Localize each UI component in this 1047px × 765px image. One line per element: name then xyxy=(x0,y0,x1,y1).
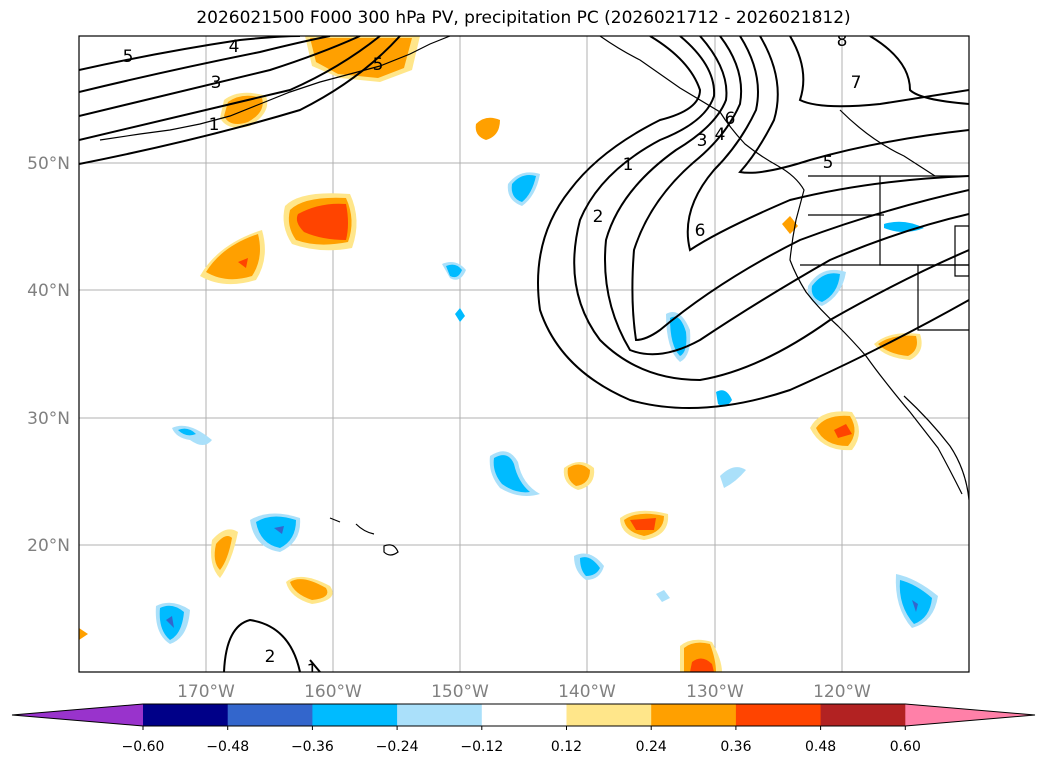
contour-label: 8 xyxy=(837,31,848,51)
precip-blob xyxy=(563,462,595,490)
precip-blob xyxy=(446,264,462,278)
colorbar-segment xyxy=(820,704,906,726)
y-tick-label: 20°N xyxy=(27,536,70,556)
precip-blob xyxy=(716,390,732,407)
precip-blob xyxy=(507,172,540,206)
map-panel: 5 4 3 1 1 2 6 3 4 5 6 7 8 5 2 1 xyxy=(79,31,969,681)
colorbar-tick-label: −0.60 xyxy=(122,739,165,755)
x-tick-label: 170°W xyxy=(177,682,235,702)
contour-label: 7 xyxy=(851,73,862,93)
colorbar-tick-label: −0.48 xyxy=(206,739,249,755)
colorbar-tick-label: 0.12 xyxy=(551,739,582,755)
precip-blob xyxy=(680,639,722,672)
colorbar-tick-label: −0.24 xyxy=(376,739,419,755)
precip-positive xyxy=(79,36,922,672)
x-tick-label: 120°W xyxy=(813,682,871,702)
x-tick-label: 130°W xyxy=(686,682,744,702)
precip-blob xyxy=(475,117,500,140)
precip-blob xyxy=(455,308,465,322)
precip-blob xyxy=(79,628,88,640)
y-tick-label: 30°N xyxy=(27,409,70,429)
colorbar-segment xyxy=(397,704,483,726)
contour-label: 3 xyxy=(211,73,222,93)
precip-blob xyxy=(574,553,604,580)
contour-label: 2 xyxy=(265,647,276,667)
contour-label: 3 xyxy=(697,131,708,151)
precip-blob xyxy=(720,467,746,488)
precip-blob xyxy=(810,411,859,451)
contour-label: 6 xyxy=(695,221,706,241)
colorbar-tick-label: 0.60 xyxy=(890,739,921,755)
contour-label: 5 xyxy=(373,55,384,75)
x-axis-ticks: 170°W 160°W 150°W 140°W 130°W 120°W xyxy=(177,682,871,702)
map-frame xyxy=(78,35,970,673)
precip-blob xyxy=(286,576,333,604)
precip-blob xyxy=(895,574,938,628)
pv-contours xyxy=(79,36,969,672)
contour-label: 1 xyxy=(623,155,634,175)
contour-label: 1 xyxy=(307,661,318,681)
colorbar-tick-label: 0.24 xyxy=(636,739,667,755)
contour-label: 2 xyxy=(593,207,604,227)
y-tick-label: 50°N xyxy=(27,154,70,174)
colorbar-tick-label: 0.48 xyxy=(805,739,836,755)
precip-blob xyxy=(807,269,846,306)
contour-label: 6 xyxy=(725,109,736,129)
precip-blob xyxy=(666,312,691,362)
contour-label: 4 xyxy=(229,37,240,57)
precip-blob xyxy=(656,590,670,602)
colorbar-tick-label: 0.36 xyxy=(720,739,751,755)
colorbar-segment xyxy=(143,704,229,726)
precip-blob xyxy=(489,451,540,496)
precip-blob xyxy=(283,193,357,251)
colorbar: −0.60 −0.48 −0.36 −0.24 −0.12 0.12 0.24 0.36 0.4… xyxy=(11,703,1036,755)
colorbar-extend-low xyxy=(12,704,143,726)
x-tick-label: 150°W xyxy=(431,682,489,702)
precip-blob xyxy=(211,529,238,578)
contour-label: 5 xyxy=(823,153,834,173)
colorbar-segment xyxy=(566,704,652,726)
coastlines xyxy=(99,36,969,556)
precip-blob xyxy=(250,513,301,552)
colorbar-segment xyxy=(481,704,567,726)
colorbar-extend-high xyxy=(905,704,1035,726)
precip-blob xyxy=(155,602,190,644)
y-axis-ticks: 50°N 40°N 30°N 20°N xyxy=(27,154,70,556)
precip-blob xyxy=(874,333,922,360)
precip-blob xyxy=(620,510,669,540)
map-title: 2026021500 F000 300 hPa PV, precipitatio… xyxy=(196,8,851,28)
colorbar-segment xyxy=(312,704,398,726)
x-tick-label: 140°W xyxy=(558,682,616,702)
colorbar-segment xyxy=(735,704,822,726)
contour-labels: 5 4 3 1 1 2 6 3 4 5 6 7 8 5 2 1 xyxy=(123,31,862,681)
precip-blob xyxy=(200,230,265,285)
contour-label: 1 xyxy=(209,115,220,135)
contour-label: 5 xyxy=(123,47,134,67)
x-tick-label: 160°W xyxy=(304,682,362,702)
contour-label: 4 xyxy=(715,125,726,145)
colorbar-tick-label: −0.12 xyxy=(460,739,503,755)
colorbar-segment xyxy=(227,704,313,726)
precip-blob xyxy=(172,425,212,445)
colorbar-tick-label: −0.36 xyxy=(291,739,334,755)
colorbar-segment xyxy=(651,704,737,726)
y-tick-label: 40°N xyxy=(27,281,70,301)
